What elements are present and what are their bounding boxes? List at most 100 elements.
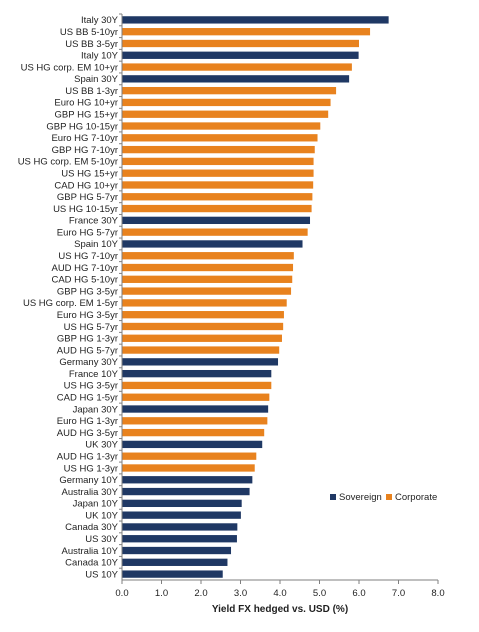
category-label: GBP HG 1-3yr — [57, 334, 118, 345]
bar — [122, 322, 284, 331]
category-label: Spain 10Y — [74, 239, 119, 250]
bars-group — [122, 16, 389, 578]
bar — [122, 487, 250, 496]
category-label: AUD HG 7-10yr — [51, 263, 118, 274]
x-tick-label: 3.0 — [234, 588, 247, 599]
category-label: Euro HG 5-7yr — [57, 227, 118, 238]
bar — [122, 252, 294, 260]
category-label: Japan 10Y — [73, 499, 119, 510]
category-label: CAD HG 5-10yr — [51, 275, 118, 286]
category-label: AUD HG 5-7yr — [57, 345, 118, 356]
category-label: AUD HG 1-3yr — [57, 451, 118, 462]
bar — [122, 204, 312, 213]
bar — [122, 16, 389, 24]
category-label: US HG corp. EM 5-10yr — [18, 157, 118, 168]
category-label: US 10Y — [85, 569, 118, 580]
category-label: US HG 1-3yr — [64, 463, 118, 474]
bar — [122, 428, 265, 437]
bar — [122, 311, 284, 319]
bar — [122, 193, 313, 201]
category-label: CAD HG 1-5yr — [57, 393, 118, 404]
bar — [122, 511, 241, 519]
bar — [122, 369, 272, 378]
category-label: Euro HG 10+yr — [54, 98, 118, 109]
category-label: US BB 3-5yr — [65, 39, 118, 50]
bar — [122, 358, 279, 366]
bar — [122, 440, 263, 449]
bar — [122, 39, 359, 48]
bar — [122, 63, 352, 71]
category-label: Spain 30Y — [74, 74, 119, 85]
bar — [122, 157, 314, 166]
category-label: GBP HG 15+yr — [55, 110, 118, 121]
category-label: US BB 1-3yr — [65, 86, 118, 97]
x-ticks: 0.0 1.0 2.0 3.0 4.0 5.0 6.0 7.0 8.0 — [115, 580, 445, 599]
category-label: Euro HG 3-5yr — [57, 310, 118, 321]
category-label: GBP HG 5-7yr — [57, 192, 118, 203]
bar — [122, 145, 315, 154]
bar — [122, 134, 318, 142]
bar — [122, 28, 371, 36]
category-label: Australia 10Y — [61, 546, 118, 557]
legend-label: Corporate — [395, 492, 437, 503]
legend-swatch — [386, 494, 392, 500]
bar — [122, 216, 311, 225]
category-label: Euro HG 7-10yr — [51, 133, 118, 144]
category-label: Japan 30Y — [73, 404, 119, 415]
bar — [122, 464, 255, 472]
category-label: Canada 10Y — [65, 558, 118, 569]
x-tick-label: 4.0 — [273, 588, 286, 599]
category-label: US HG 3-5yr — [64, 381, 118, 392]
category-label: Canada 30Y — [65, 522, 118, 533]
bar — [122, 287, 292, 295]
legend-label: Sovereign — [339, 492, 382, 503]
bar — [122, 275, 293, 283]
bar — [122, 334, 282, 342]
legend-swatch — [330, 494, 336, 500]
bar — [122, 535, 237, 543]
category-label: US HG corp. EM 1-5yr — [23, 298, 118, 309]
legend: Sovereign Corporate — [330, 492, 437, 503]
bar — [122, 499, 242, 508]
x-tick-label: 0.0 — [115, 588, 128, 599]
bar — [122, 86, 337, 95]
x-tick-label: 5.0 — [313, 588, 326, 599]
bar — [122, 546, 232, 555]
bar — [122, 558, 228, 566]
x-axis-title: Yield FX hedged vs. USD (%) — [212, 604, 348, 615]
category-label: Germany 30Y — [59, 357, 118, 368]
category-label: US HG 5-7yr — [64, 322, 118, 333]
bar — [122, 122, 321, 130]
category-label: US HG 15+yr — [61, 168, 118, 179]
category-label: UK 10Y — [85, 510, 118, 521]
category-label: Euro HG 1-3yr — [57, 416, 118, 427]
bar — [122, 393, 270, 401]
bar — [122, 476, 253, 484]
category-label: AUD HG 3-5yr — [57, 428, 118, 439]
bar — [122, 169, 314, 177]
category-label: US HG 7-10yr — [58, 251, 118, 262]
category-label: Australia 30Y — [61, 487, 118, 498]
x-tick-label: 8.0 — [431, 588, 444, 599]
bar — [122, 110, 329, 118]
bar — [122, 523, 238, 531]
bar — [122, 570, 223, 578]
category-label: France 10Y — [69, 369, 119, 380]
bar — [122, 75, 350, 83]
bar — [122, 181, 314, 189]
bar — [122, 51, 359, 59]
bar — [122, 405, 269, 413]
category-label: US 30Y — [85, 534, 118, 545]
category-label: Germany 10Y — [59, 475, 118, 486]
category-label: UK 30Y — [85, 440, 118, 451]
bar — [122, 452, 257, 460]
bar — [122, 346, 280, 354]
bar — [122, 299, 287, 307]
bar — [122, 240, 303, 248]
category-label: US BB 5-10yr — [60, 27, 118, 38]
bar — [122, 228, 308, 236]
bar — [122, 381, 272, 390]
category-label: US HG corp. EM 10+yr — [21, 62, 118, 73]
